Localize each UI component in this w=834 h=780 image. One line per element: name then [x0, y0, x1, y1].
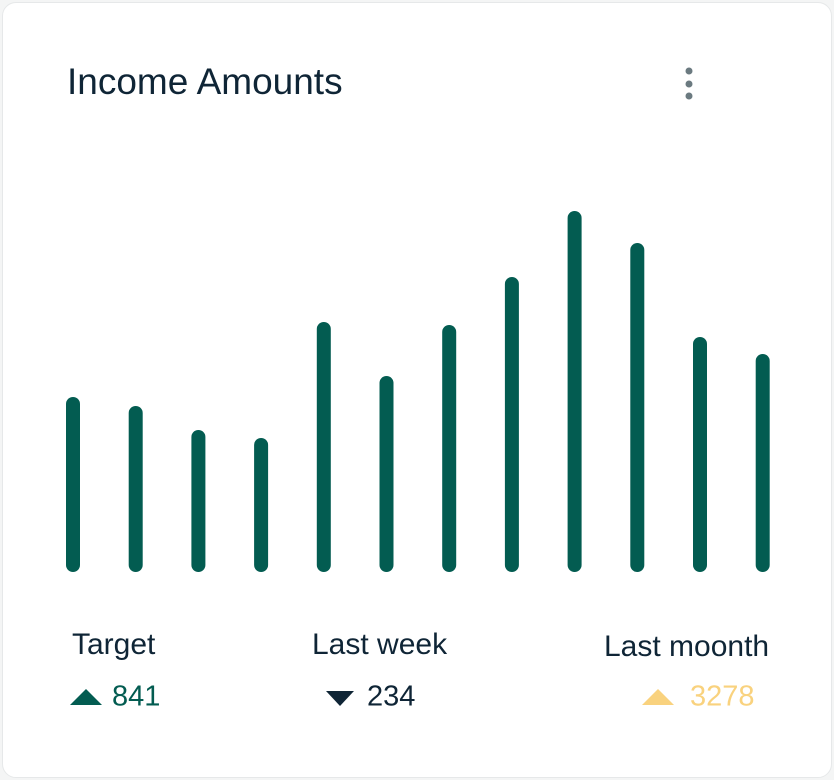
- stat-value: 841: [112, 681, 160, 713]
- stat-label: Last moonth: [604, 630, 769, 663]
- bar: [128, 406, 143, 572]
- bar: [630, 243, 645, 572]
- bar: [504, 277, 519, 572]
- more-menu[interactable]: [685, 67, 693, 100]
- bar: [442, 325, 457, 572]
- stat-value: 234: [367, 681, 415, 713]
- bar: [755, 354, 770, 572]
- bar: [567, 211, 582, 572]
- trend-down-icon: [326, 691, 354, 706]
- stat-label: Last week: [312, 628, 448, 661]
- stat-value: 3278: [690, 681, 755, 713]
- bar: [693, 337, 707, 572]
- stat-label: Target: [72, 628, 156, 661]
- bar: [254, 438, 269, 572]
- card-title: Income Amounts: [67, 61, 343, 102]
- trend-up-icon: [642, 689, 674, 705]
- bar: [379, 376, 394, 572]
- bar: [191, 430, 206, 572]
- menu-dot: [685, 80, 693, 88]
- trend-up-icon: [70, 689, 102, 705]
- menu-dot: [685, 92, 693, 100]
- bar: [316, 322, 331, 572]
- bar: [66, 397, 80, 572]
- menu-dot: [685, 67, 693, 75]
